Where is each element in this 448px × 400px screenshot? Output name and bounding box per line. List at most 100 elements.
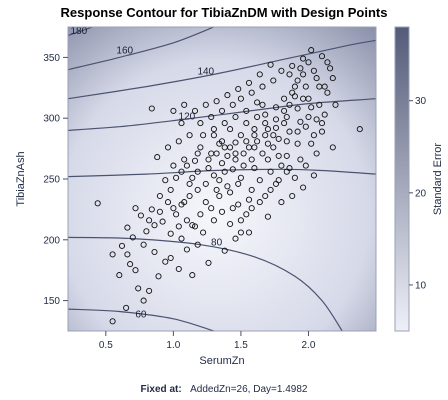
design-point bbox=[251, 126, 258, 133]
contour-line-100 bbox=[68, 168, 376, 178]
y-tick-label: 150 bbox=[43, 296, 60, 307]
design-point bbox=[216, 177, 223, 184]
design-point bbox=[224, 92, 231, 99]
contour-label-160: 160 bbox=[116, 46, 133, 57]
design-point bbox=[270, 132, 277, 139]
design-point bbox=[232, 235, 239, 242]
design-point bbox=[181, 101, 188, 108]
design-point bbox=[267, 168, 274, 175]
design-point bbox=[243, 120, 250, 127]
design-point bbox=[173, 211, 180, 218]
design-point bbox=[283, 138, 290, 145]
design-point bbox=[259, 101, 266, 108]
design-point bbox=[300, 55, 307, 62]
design-point bbox=[321, 111, 328, 118]
design-point bbox=[124, 224, 131, 231]
design-point bbox=[140, 241, 147, 248]
design-point bbox=[194, 168, 201, 175]
design-point bbox=[94, 200, 101, 207]
design-point bbox=[221, 247, 228, 254]
design-point bbox=[116, 272, 123, 279]
design-point bbox=[256, 71, 263, 78]
design-point bbox=[313, 116, 320, 123]
design-point bbox=[183, 162, 190, 169]
design-point bbox=[167, 186, 174, 193]
design-point bbox=[262, 111, 269, 118]
design-point bbox=[310, 67, 317, 74]
design-point bbox=[229, 166, 236, 173]
design-point bbox=[324, 59, 331, 66]
design-point bbox=[175, 265, 182, 273]
design-point bbox=[259, 150, 266, 157]
design-point bbox=[175, 138, 182, 145]
design-point bbox=[218, 208, 226, 215]
design-point bbox=[202, 180, 209, 187]
y-axis: 150 200 250 300 350 bbox=[43, 53, 68, 307]
fixed-at-note: Fixed at: AddedZn=26, Day=1.4982 bbox=[141, 379, 308, 396]
design-point bbox=[156, 208, 163, 215]
design-point bbox=[302, 123, 309, 130]
design-point bbox=[264, 140, 271, 147]
design-point bbox=[143, 228, 150, 235]
design-point bbox=[297, 156, 304, 163]
design-point bbox=[183, 217, 190, 224]
design-point bbox=[243, 138, 250, 145]
design-point bbox=[132, 267, 139, 274]
design-point bbox=[164, 199, 172, 206]
design-point bbox=[262, 132, 269, 139]
design-point bbox=[275, 177, 282, 184]
design-point bbox=[235, 85, 242, 93]
design-point bbox=[300, 71, 307, 78]
design-point bbox=[297, 118, 304, 125]
contour-line-60 bbox=[68, 308, 215, 331]
design-point bbox=[191, 157, 199, 164]
design-point bbox=[308, 47, 315, 54]
design-point bbox=[129, 234, 136, 241]
design-point bbox=[213, 186, 220, 193]
design-point bbox=[294, 105, 301, 112]
design-point bbox=[297, 65, 304, 72]
design-point bbox=[213, 98, 220, 105]
chart-title: Response Contour for TibiaZnDM with Desi… bbox=[61, 5, 388, 20]
design-point bbox=[264, 213, 271, 220]
design-point bbox=[305, 59, 312, 66]
design-point bbox=[275, 152, 282, 159]
y-axis-label: TibiaZnAsh bbox=[15, 151, 27, 206]
design-point bbox=[291, 174, 298, 181]
design-point bbox=[227, 189, 234, 196]
design-point bbox=[123, 304, 130, 311]
design-point bbox=[167, 254, 174, 262]
design-point bbox=[137, 212, 144, 219]
design-point bbox=[329, 144, 336, 151]
design-point bbox=[245, 79, 253, 86]
design-point bbox=[294, 77, 301, 84]
design-point bbox=[278, 199, 285, 206]
contour-label-180: 180 bbox=[70, 26, 87, 37]
design-point bbox=[124, 251, 131, 258]
design-point bbox=[132, 205, 139, 212]
design-point bbox=[281, 120, 288, 127]
design-point bbox=[270, 144, 277, 151]
design-point bbox=[302, 83, 309, 90]
colorbar bbox=[394, 26, 410, 332]
design-point bbox=[208, 113, 215, 121]
design-point bbox=[189, 174, 196, 181]
design-point bbox=[186, 132, 193, 139]
design-point bbox=[251, 144, 258, 151]
contour-line-80 bbox=[68, 236, 343, 331]
contour-label-60: 60 bbox=[135, 309, 147, 320]
design-point bbox=[232, 139, 239, 146]
design-point bbox=[170, 107, 177, 114]
design-point bbox=[227, 220, 234, 228]
design-point bbox=[197, 120, 204, 127]
design-point bbox=[205, 259, 212, 266]
design-point bbox=[302, 162, 309, 169]
design-point bbox=[264, 126, 271, 133]
colorbar-ticks: 10 20 30 bbox=[409, 96, 427, 291]
contour-lines bbox=[68, 27, 376, 331]
design-point bbox=[248, 156, 255, 163]
design-point bbox=[154, 154, 161, 161]
design-point bbox=[264, 156, 271, 163]
design-point bbox=[194, 150, 201, 157]
design-point bbox=[318, 128, 326, 135]
